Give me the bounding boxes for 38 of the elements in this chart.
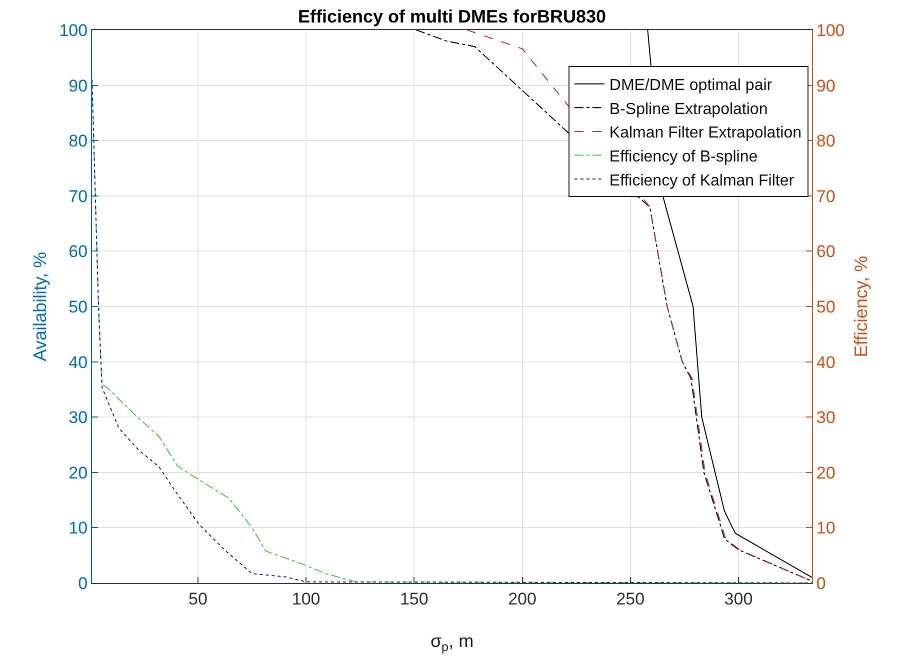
x-tick-label: 100 — [292, 589, 320, 608]
y2-tick-label: 80 — [816, 132, 836, 151]
x-tick-label: 150 — [400, 589, 428, 608]
legend-label: Efficiency of Kalman Filter — [609, 172, 795, 190]
y2-tick-label: 10 — [816, 518, 836, 538]
y-tick-label: 50 — [68, 297, 88, 316]
y-tick-label: 20 — [68, 463, 88, 482]
y-tick-label: 30 — [68, 408, 88, 428]
y-tick-label: 100 — [59, 20, 88, 40]
y-tick-label: 40 — [68, 352, 88, 372]
y2-tick-label: 50 — [816, 297, 836, 316]
legend-label: DME/DME optimal pair — [609, 77, 773, 94]
y2-tick-label: 0 — [816, 574, 826, 593]
y2-axis-title: Efficiency, % — [851, 256, 871, 358]
y-tick-label: 10 — [68, 518, 88, 538]
x-tick-label: 200 — [508, 589, 536, 608]
y2-tick-label: 90 — [816, 76, 836, 96]
y-tick-label: 90 — [68, 76, 88, 96]
legend-label: B-Spline Extrapolation — [609, 100, 768, 118]
y-tick-label: 70 — [68, 186, 88, 206]
chart-title: Efficiency of multi DMEs forBRU830 — [298, 6, 606, 27]
legend-label: Kalman Filter Extrapolation — [609, 124, 802, 142]
y-tick-label: 60 — [68, 242, 88, 262]
y2-tick-label: 30 — [816, 408, 836, 428]
x-tick-label: 50 — [188, 589, 208, 608]
x-axis-title: σ$_{p}$, m — [430, 631, 474, 654]
y-axis-title: Availability, % — [30, 252, 50, 362]
x-tick-label: 250 — [616, 589, 645, 608]
y-tick-label: 0 — [78, 574, 88, 593]
y-tick-label: 80 — [68, 132, 88, 151]
y2-tick-label: 60 — [816, 242, 836, 262]
x-tick-label: 300 — [724, 589, 753, 608]
y2-tick-label: 70 — [816, 186, 836, 206]
y2-tick-label: 40 — [816, 352, 836, 372]
legend-label: Efficiency of B-spline — [609, 148, 758, 166]
y2-tick-label: 20 — [816, 463, 836, 482]
y2-tick-label: 100 — [816, 20, 845, 40]
line-series — [92, 79, 812, 583]
